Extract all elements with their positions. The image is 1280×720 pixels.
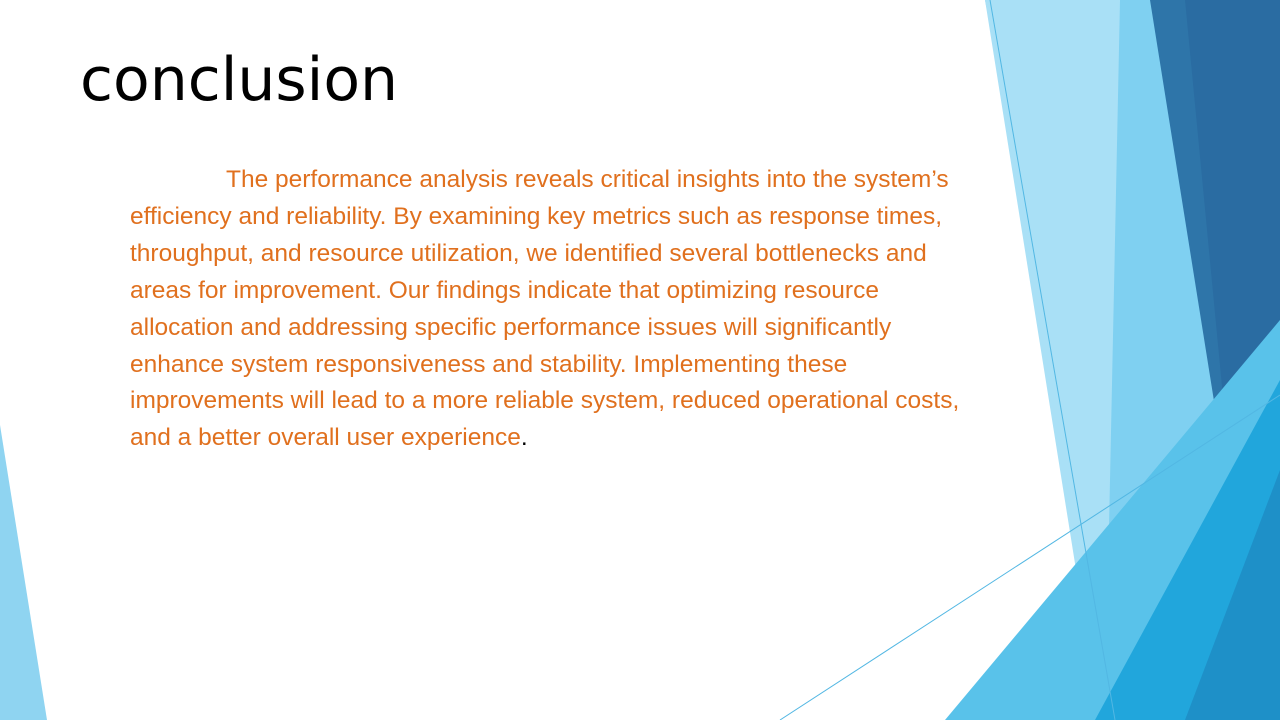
paragraph-text: The performance analysis reveals critica… — [130, 166, 960, 452]
slide-title: conclusion — [80, 45, 399, 115]
conclusion-paragraph: The performance analysis reveals critica… — [130, 162, 978, 457]
left-accent-triangle — [0, 425, 47, 720]
lower-right-deep-triangle — [1185, 470, 1280, 720]
paragraph-final-period: . — [520, 424, 528, 452]
diagonal-line-b — [779, 394, 1280, 720]
diagonal-line-a — [989, 0, 1116, 720]
